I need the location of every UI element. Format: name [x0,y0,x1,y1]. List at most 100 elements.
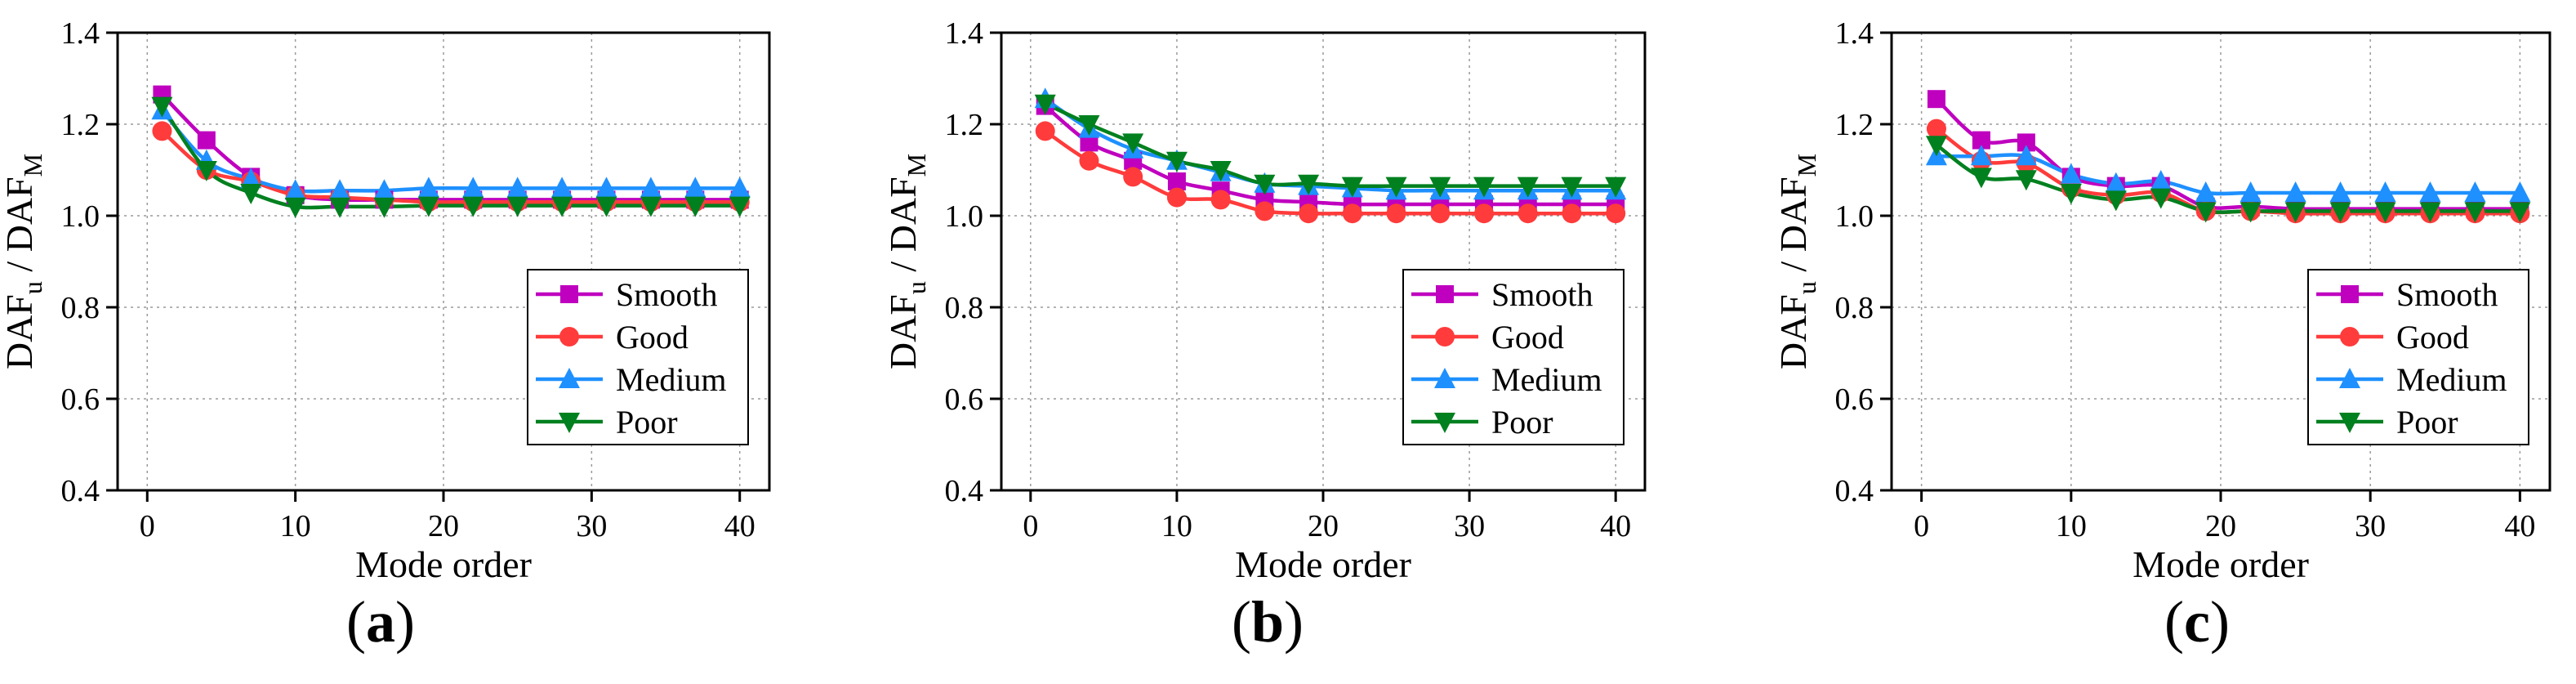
y-tick-label-5: 1.4 [61,16,100,51]
panel-label-b: (b) [1231,589,1304,655]
data-point-medium-12 [684,177,706,198]
y-tick-label-0: 0.4 [1835,474,1874,508]
legend-marker-smooth [1436,285,1454,303]
data-point-good-1 [1079,150,1099,171]
data-point-poor-7 [2240,202,2262,223]
y-tick-label-1: 0.6 [1835,382,1874,417]
data-point-good-8 [1386,203,1406,224]
data-point-medium-6 [417,177,439,198]
data-point-medium-4 [329,179,351,200]
data-point-medium-13 [2509,181,2531,202]
chart-panel-1: 0 10 20 30 40 0.4 0.6 0.8 1.0 1.2 1.4 Mode order DAF… [0,16,771,585]
data-point-poor-12 [2464,202,2486,223]
data-point-poor-0 [151,96,173,118]
data-point-smooth-2 [2017,133,2035,152]
y-axis-title-mid: / DAF [1772,177,1814,281]
panel-letter: a [366,589,395,655]
data-point-poor-2 [240,184,262,204]
legend-label-medium: Medium [616,361,727,398]
chart-panel-2: 0 10 20 30 40 0.4 0.6 0.8 1.0 1.2 1.4 Mode order DAF… [882,16,1647,585]
x-tick-label-3: 30 [1454,509,1485,543]
legend-label-good: Good [1491,319,1564,355]
y-axis-title-main: DAF [0,294,40,369]
panel-letter: b [1250,589,1285,655]
data-point-good-3 [1166,187,1187,208]
legend-label-medium: Medium [2396,361,2507,398]
legend-marker-medium [2339,368,2360,388]
data-point-poor-3 [2060,184,2082,204]
data-point-good-6 [1299,203,1319,224]
y-tick-label-4: 1.2 [61,108,100,142]
data-point-medium-7 [462,177,484,198]
chart-panel-3: 0 10 20 30 40 0.4 0.6 0.8 1.0 1.2 1.4 Mode order DAF… [1772,16,2551,585]
data-point-poor-9 [2329,202,2351,223]
legend-label-smooth: Smooth [2396,276,2498,313]
x-tick-label-1: 10 [280,509,311,543]
y-axis-title-sub2: M [902,154,931,177]
y-axis-title-mid: / DAF [882,177,924,281]
data-point-good-5 [1255,201,1275,221]
data-point-poor-3 [284,197,306,218]
legend-marker-medium [559,368,580,388]
data-point-poor-8 [1385,177,1407,198]
x-tick-label-1: 10 [1161,509,1192,543]
data-point-poor-4 [1210,161,1232,181]
data-point-medium-1 [1970,145,1992,166]
y-axis-title-sub1: u [18,281,47,294]
data-point-smooth-0 [1927,90,1945,109]
x-axis-title: Mode order [2133,543,2309,585]
data-point-poor-10 [1473,177,1495,198]
y-tick-label-2: 0.8 [945,291,984,325]
x-tick-label-0: 0 [1023,509,1038,543]
x-tick-label-0: 0 [1914,509,1929,543]
data-point-good-0 [1035,121,1055,141]
panel-label-a: (a) [346,589,415,655]
legend: Smooth Good Medium Poor [1402,269,1624,445]
x-tick-label-4: 40 [1600,509,1631,543]
data-point-medium-7 [2240,181,2262,202]
y-tick-label-5: 1.4 [1835,16,1874,51]
y-tick-label-3: 1.0 [61,199,100,234]
legend-label-good: Good [2396,319,2469,355]
legend-label-poor: Poor [616,404,678,440]
legend-marker-good [2340,327,2360,346]
data-point-poor-4 [2105,190,2127,212]
x-tick-label-1: 10 [2056,509,2087,543]
data-point-medium-11 [640,177,662,198]
data-point-medium-2 [2015,145,2037,166]
y-tick-label-3: 1.0 [1835,199,1874,234]
data-point-medium-12 [2464,181,2486,202]
data-point-medium-3 [2060,163,2082,184]
legend-label-good: Good [616,319,689,355]
data-point-medium-9 [551,177,573,198]
y-tick-label-5: 1.4 [945,16,984,51]
y-tick-label-0: 0.4 [945,474,984,508]
data-point-poor-12 [1561,177,1583,198]
legend-marker-medium [1434,368,1455,388]
data-point-good-11 [1518,203,1538,224]
panel-letter: c [2184,589,2210,655]
data-point-poor-11 [1517,177,1539,198]
data-point-medium-10 [2374,181,2396,202]
data-point-good-10 [1474,203,1494,224]
data-point-medium-4 [2105,172,2127,193]
data-point-poor-6 [417,196,439,217]
y-axis-title-mid: / DAF [0,177,40,281]
y-axis-title-sub2: M [1792,154,1821,177]
x-tick-label-0: 0 [140,509,155,543]
legend-marker-poor [1434,413,1455,433]
data-point-poor-6 [1298,174,1320,195]
legend-marker-poor [559,413,580,433]
x-axis-title: Mode order [1235,543,1411,585]
legend-label-poor: Poor [1491,404,1553,440]
legend-label-medium: Medium [1491,361,1602,398]
data-point-poor-13 [1605,177,1627,198]
data-point-medium-5 [2150,170,2172,190]
data-point-poor-5 [2150,188,2172,209]
data-point-medium-11 [2419,181,2441,202]
data-point-poor-12 [684,196,706,217]
data-point-smooth-1 [197,131,216,150]
data-point-good-0 [1926,118,1946,139]
data-point-poor-4 [329,197,351,218]
data-point-smooth-1 [1080,133,1099,152]
